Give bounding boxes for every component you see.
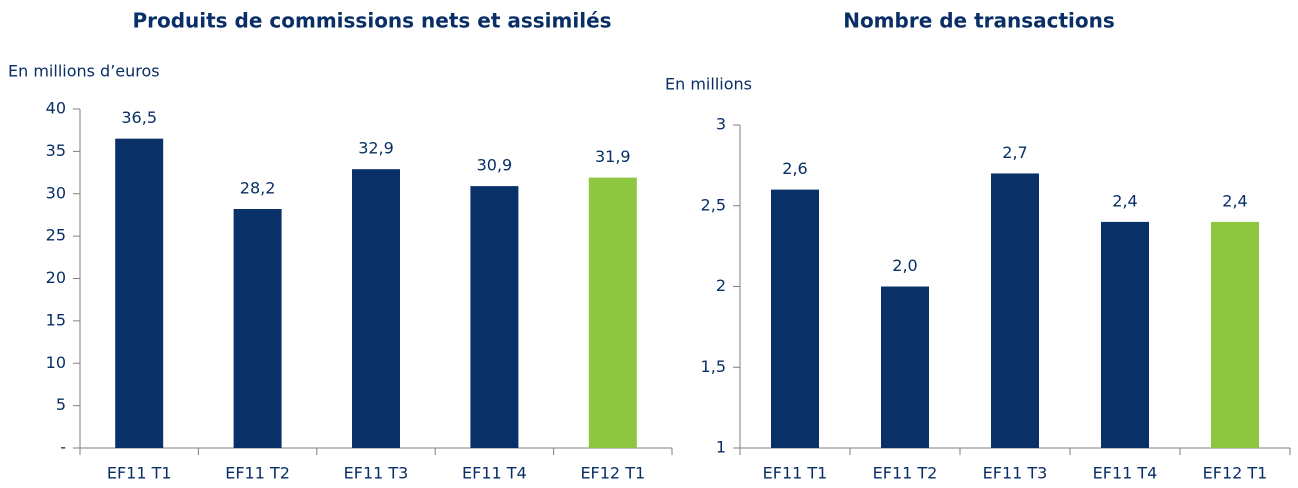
value-label: 2,0 <box>892 256 917 275</box>
y-tick-label: 1,5 <box>701 357 726 376</box>
y-axis-label: En millions d’euros <box>8 62 160 81</box>
x-tick-label: EF11 T2 <box>873 464 938 483</box>
bar <box>771 189 819 448</box>
x-tick-label: EF11 T4 <box>1093 464 1158 483</box>
x-tick-label: EF12 T1 <box>580 464 645 483</box>
bar <box>881 286 929 448</box>
chart-title: Produits de commissions nets et assimilé… <box>132 9 611 33</box>
y-tick-label: 1 <box>716 438 726 457</box>
x-tick-label: EF11 T1 <box>763 464 828 483</box>
x-tick-label: EF11 T4 <box>462 464 527 483</box>
value-label: 36,5 <box>121 108 157 127</box>
bar <box>233 209 282 448</box>
x-tick-label: EF12 T1 <box>1203 464 1268 483</box>
y-tick-label: 2,5 <box>701 195 726 214</box>
y-tick-label: 40 <box>46 99 66 118</box>
chart-title: Nombre de transactions <box>843 9 1115 33</box>
y-tick-label: 10 <box>46 353 66 372</box>
value-label: 2,4 <box>1222 191 1247 210</box>
value-label: 31,9 <box>595 147 631 166</box>
y-axis-label: En millions <box>665 75 752 94</box>
value-label: 30,9 <box>477 156 513 175</box>
x-tick-label: EF11 T1 <box>107 464 172 483</box>
y-tick-label: - <box>60 438 66 457</box>
y-tick-label: 2 <box>716 276 726 295</box>
y-tick-label: 3 <box>716 115 726 134</box>
x-tick-label: EF11 T2 <box>225 464 290 483</box>
bar <box>115 138 164 448</box>
bar <box>588 177 637 448</box>
value-label: 28,2 <box>240 179 276 198</box>
x-tick-label: EF11 T3 <box>344 464 409 483</box>
y-tick-label: 5 <box>56 395 66 414</box>
y-tick-label: 35 <box>46 141 66 160</box>
value-label: 2,7 <box>1002 143 1027 162</box>
y-tick-label: 20 <box>46 268 66 287</box>
y-tick-label: 25 <box>46 226 66 245</box>
bar <box>1211 221 1259 448</box>
value-label: 2,4 <box>1112 191 1137 210</box>
bar <box>991 173 1039 448</box>
y-tick-label: 15 <box>46 310 66 329</box>
bar <box>1101 221 1149 448</box>
bar <box>352 169 400 449</box>
value-label: 32,9 <box>358 139 394 158</box>
value-label: 2,6 <box>782 159 807 178</box>
bar <box>470 186 519 448</box>
y-tick-label: 30 <box>46 183 66 202</box>
x-tick-label: EF11 T3 <box>983 464 1048 483</box>
